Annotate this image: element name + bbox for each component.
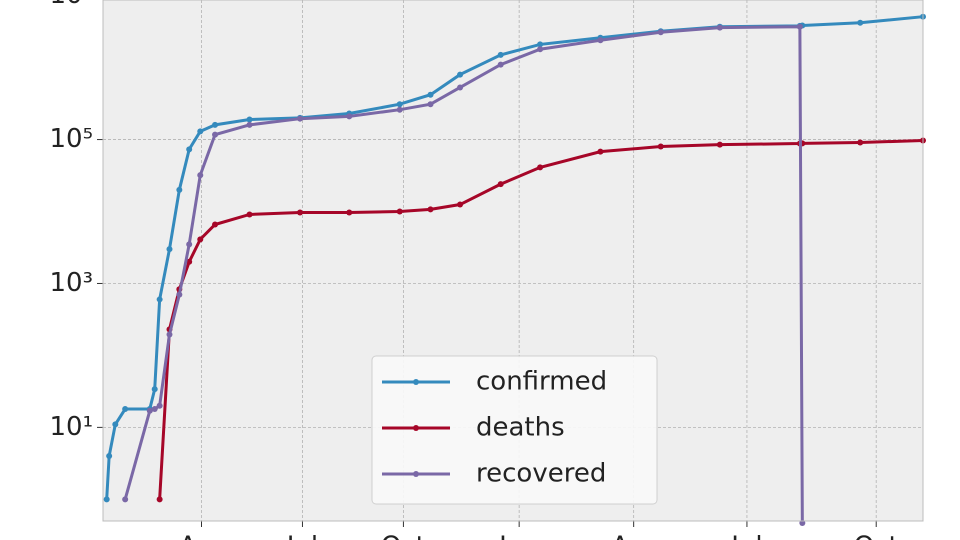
x-tick-label: Jul [729,532,762,540]
series-point [657,29,664,36]
legend-swatch-marker [413,425,419,431]
x-tick-label: Jan [497,532,539,540]
series-point [716,24,723,31]
series-point [296,115,303,122]
x-tick-label: Apr [179,532,224,540]
series-point [106,453,113,460]
y-tick-label: 10⁷ [49,0,93,10]
series-point [796,23,803,30]
series-point [597,37,604,44]
series-point [112,421,119,428]
series-point [396,208,403,215]
series-point [597,148,604,155]
series-point [103,496,110,503]
series-point [186,241,193,248]
lines [103,13,926,526]
series-point [246,121,253,128]
series-point [246,211,253,218]
grid [103,0,923,521]
series-point [427,101,434,108]
series-point [186,146,193,153]
series-point [176,291,183,298]
series-point [156,496,163,503]
series-point [166,246,173,253]
x-tick-label: Oct [854,532,899,540]
series-point [197,236,204,243]
axes: 10¹ 10³ 10⁵ 10⁷ Apr Jul Oct Jan Apr Jul Oct [49,0,924,540]
series-point [246,116,253,123]
x-tick-label: Jul [285,532,318,540]
series-point [457,84,464,91]
series-point [857,19,864,26]
series-point [497,51,504,58]
series-point [122,406,129,413]
series-point [146,407,153,414]
legend: confirmed deaths recovered [371,355,658,505]
series-point [537,41,544,48]
series-point [497,61,504,68]
series-point [396,106,403,113]
y-tick-label: 10¹ [49,412,93,442]
series-point [346,209,353,216]
series-point [151,386,158,393]
legend-swatch-marker [413,471,419,477]
series-point [427,206,434,213]
series-point [537,164,544,171]
x-tick-label: Apr [611,532,656,540]
x-tick-label: Oct [381,532,426,540]
y-tick-label: 10⁵ [49,124,93,154]
series-point [166,331,173,338]
series-point [457,71,464,78]
series-point [176,186,183,193]
series-point [212,131,219,138]
legend-swatch-marker [413,379,419,385]
series-point [212,221,219,228]
series-point [346,113,353,120]
series-point [197,172,204,179]
legend-label: confirmed [476,367,607,397]
series-line [123,25,804,524]
series-point [151,406,158,413]
series-point [716,141,723,148]
series-point [156,296,163,303]
series-point [497,181,504,188]
series-point [657,143,664,150]
series-point [427,91,434,98]
y-tick-label: 10³ [49,268,93,298]
series-point [857,139,864,146]
series-point [296,209,303,216]
series-point [197,128,204,135]
legend-label: recovered [476,459,606,489]
series-point [457,201,464,208]
series-point [186,258,193,265]
series-point [396,101,403,108]
series-point [156,402,163,409]
series-point [212,121,219,128]
plot-frame [102,0,924,522]
legend-box [371,355,658,505]
legend-label: deaths [476,413,565,443]
series-point [537,46,544,53]
series-point [122,496,129,503]
